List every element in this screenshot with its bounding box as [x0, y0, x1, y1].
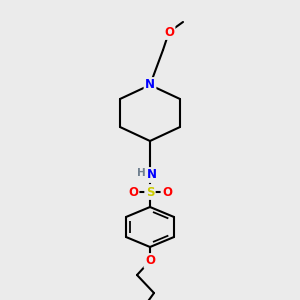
- Text: O: O: [145, 254, 155, 268]
- Text: O: O: [164, 26, 174, 38]
- Text: O: O: [162, 185, 172, 199]
- Text: N: N: [145, 79, 155, 92]
- Text: S: S: [146, 185, 154, 199]
- Text: O: O: [128, 185, 138, 199]
- Text: H: H: [136, 168, 146, 178]
- Text: N: N: [147, 169, 157, 182]
